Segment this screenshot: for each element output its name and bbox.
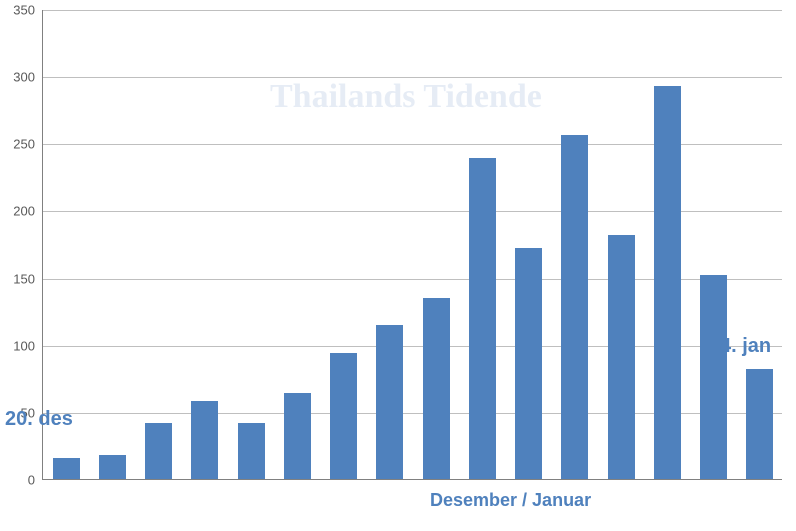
bar (53, 458, 80, 479)
bar (423, 298, 450, 479)
month-divider-label: Desember / Januar (430, 490, 591, 511)
bar (515, 248, 542, 479)
y-axis-tick-label: 200 (13, 204, 35, 219)
bar (330, 353, 357, 479)
chart-container: 050100150200250300350 Thailands Tidende … (0, 0, 796, 531)
bar (99, 455, 126, 479)
bar (654, 86, 681, 479)
y-axis-tick-label: 50 (21, 405, 35, 420)
bar (284, 393, 311, 479)
y-axis-tick-label: 350 (13, 3, 35, 18)
gridline (43, 10, 782, 11)
bar (700, 275, 727, 479)
y-axis-tick-label: 300 (13, 70, 35, 85)
bar (746, 369, 773, 479)
gridline (43, 77, 782, 78)
bar (376, 325, 403, 479)
plot-area: 050100150200250300350 (42, 10, 782, 480)
bar (561, 135, 588, 479)
y-axis-tick-label: 250 (13, 137, 35, 152)
bar (608, 235, 635, 479)
y-axis-tick-label: 150 (13, 271, 35, 286)
bar (145, 423, 172, 479)
bar (191, 401, 218, 479)
bar (469, 158, 496, 479)
y-axis-tick-label: 0 (28, 473, 35, 488)
bar (238, 423, 265, 479)
y-axis-tick-label: 100 (13, 338, 35, 353)
